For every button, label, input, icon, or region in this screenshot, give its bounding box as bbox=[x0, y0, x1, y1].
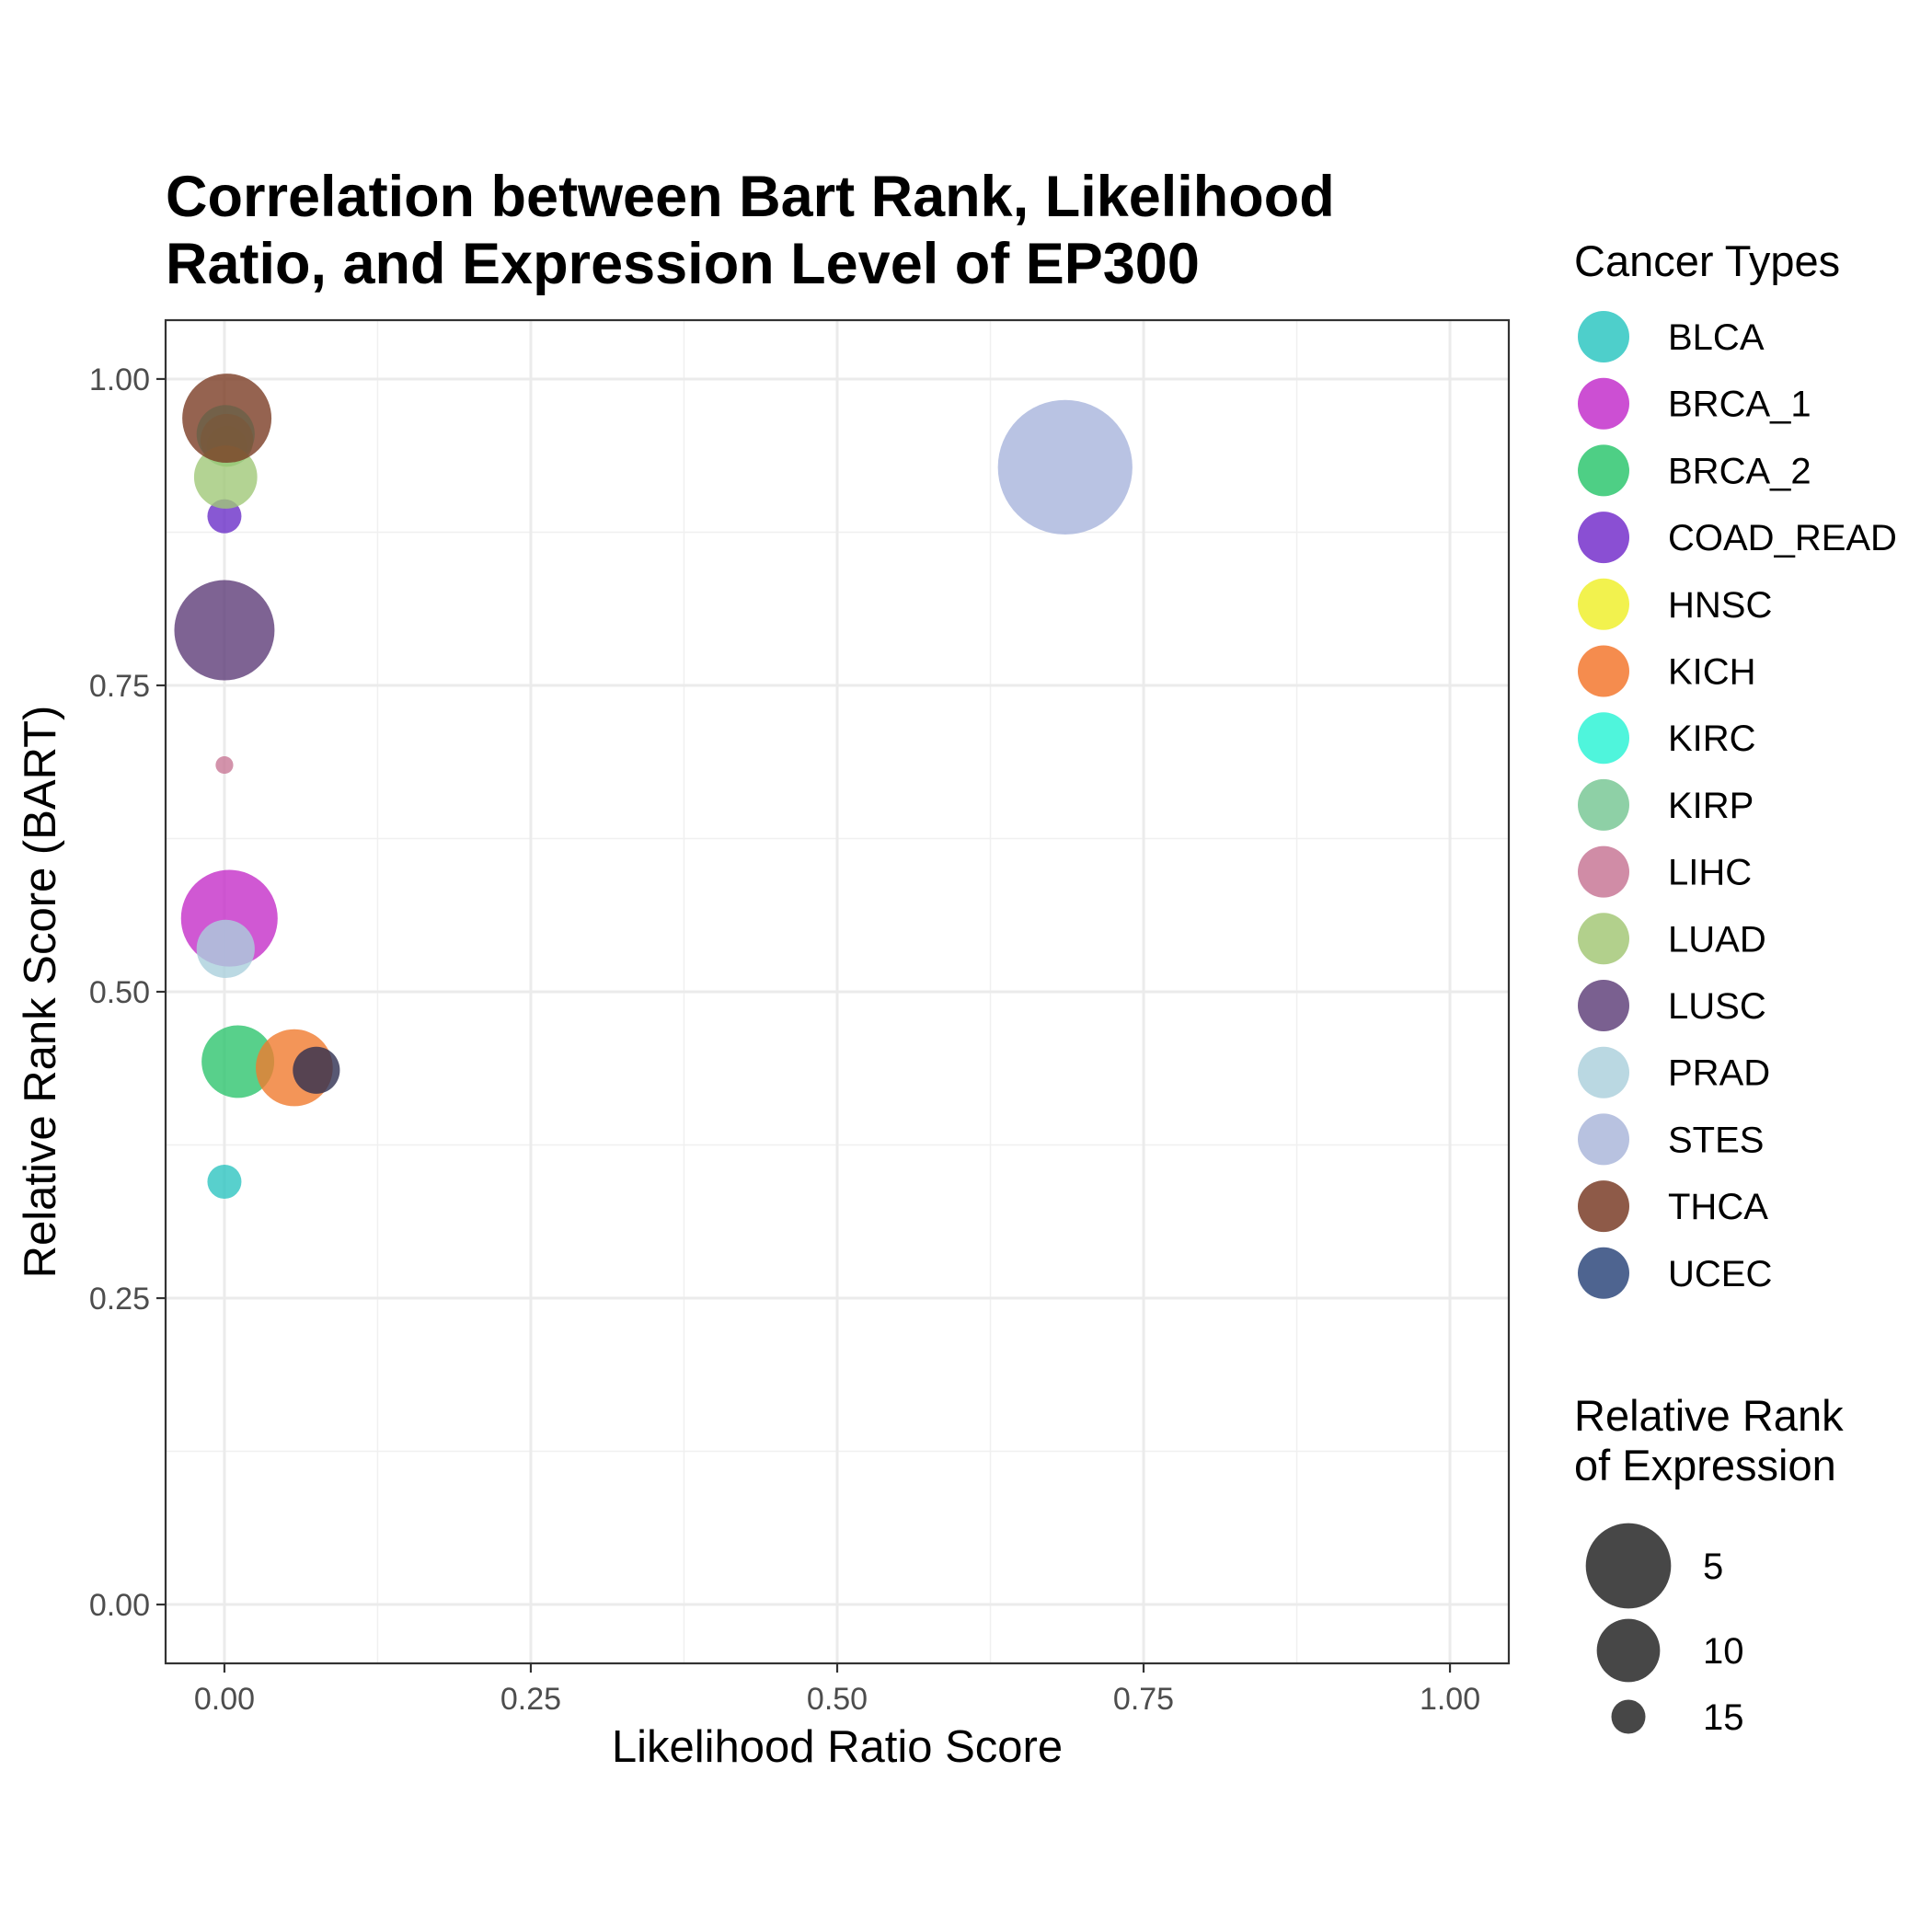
legend-label-lusc: LUSC bbox=[1668, 986, 1766, 1027]
size-legend-title-line-2: of Expression bbox=[1574, 1441, 1836, 1489]
size-key-10 bbox=[1596, 1618, 1661, 1683]
legend-label-stes: STES bbox=[1668, 1120, 1764, 1160]
x-tick-label: 1.00 bbox=[1420, 1682, 1480, 1717]
legend-key-blca bbox=[1578, 311, 1629, 362]
legend-key-stes bbox=[1578, 1113, 1629, 1166]
y-axis-ticks: 0.00 0.25 0.50 0.75 1.00 bbox=[89, 362, 166, 1623]
legend-label-brca-1: BRCA_1 bbox=[1668, 385, 1811, 425]
x-tick-label: 0.25 bbox=[500, 1682, 561, 1717]
data-points bbox=[174, 374, 1133, 1199]
legend-key-hnsc bbox=[1578, 578, 1629, 630]
legend-label-prad: PRAD bbox=[1668, 1053, 1770, 1094]
legend-key-luad bbox=[1578, 913, 1629, 965]
point-lihc bbox=[215, 755, 234, 775]
legend-key-thca bbox=[1578, 1180, 1629, 1233]
size-label-15: 15 bbox=[1703, 1697, 1744, 1738]
x-axis-ticks: 0.00 0.25 0.50 0.75 1.00 bbox=[194, 1663, 1480, 1717]
legend-label-blca: BLCA bbox=[1668, 317, 1765, 358]
legend-key-brca-2 bbox=[1578, 444, 1629, 497]
size-key-15 bbox=[1611, 1699, 1646, 1734]
legend-key-lusc bbox=[1578, 980, 1629, 1031]
point-luad bbox=[193, 445, 258, 509]
size-legend: 5 10 15 bbox=[1585, 1523, 1744, 1738]
legend-label-lihc: LIHC bbox=[1668, 853, 1752, 893]
chart-title-line-1: Correlation between Bart Rank, Likelihoo… bbox=[166, 165, 1335, 229]
size-legend-title-line-1: Relative Rank bbox=[1574, 1391, 1844, 1440]
legend-label-coad-read: COAD_READ bbox=[1668, 518, 1897, 558]
point-brca-2 bbox=[201, 1025, 275, 1098]
point-blca bbox=[207, 1164, 242, 1199]
point-lusc bbox=[174, 580, 275, 681]
legend-key-brca-1 bbox=[1578, 377, 1629, 430]
point-ucec bbox=[293, 1046, 340, 1094]
x-tick-label: 0.00 bbox=[194, 1682, 255, 1717]
y-tick-label: 1.00 bbox=[89, 362, 150, 397]
legend-label-thca: THCA bbox=[1668, 1187, 1768, 1227]
size-label-10: 10 bbox=[1703, 1631, 1744, 1672]
x-axis-title: Likelihood Ratio Score bbox=[612, 1722, 1063, 1772]
legend-label-kirp: KIRP bbox=[1668, 786, 1754, 826]
legend-key-lihc bbox=[1578, 845, 1629, 898]
legend-key-ucec bbox=[1578, 1247, 1629, 1299]
legend-label-ucec: UCEC bbox=[1668, 1254, 1772, 1294]
y-tick-label: 0.50 bbox=[89, 975, 150, 1010]
major-gridlines bbox=[166, 320, 1509, 1663]
legend-label-hnsc: HNSC bbox=[1668, 585, 1772, 626]
size-label-5: 5 bbox=[1703, 1547, 1723, 1587]
legend-key-kirc bbox=[1578, 712, 1629, 765]
size-key-5 bbox=[1585, 1523, 1672, 1609]
point-stes bbox=[997, 399, 1133, 535]
y-tick-label: 0.00 bbox=[89, 1588, 150, 1623]
legend-key-kirp bbox=[1578, 778, 1629, 831]
legend-key-coad-read bbox=[1578, 512, 1629, 564]
color-legend-title: Cancer Types bbox=[1574, 236, 1840, 285]
x-tick-label: 0.50 bbox=[807, 1682, 868, 1717]
color-legend: BLCA BRCA_1 BRCA_2 COAD_READ HNSC KICH KIRC KIR… bbox=[1578, 311, 1897, 1299]
point-thca bbox=[182, 374, 272, 464]
x-tick-label: 0.75 bbox=[1113, 1682, 1174, 1717]
legend-label-luad: LUAD bbox=[1668, 919, 1766, 960]
point-prad bbox=[196, 919, 255, 978]
chart-title-line-2: Ratio, and Expression Level of EP300 bbox=[166, 232, 1200, 296]
legend-label-kirc: KIRC bbox=[1668, 719, 1756, 759]
legend-key-kich bbox=[1578, 645, 1629, 697]
y-tick-label: 0.25 bbox=[89, 1282, 150, 1317]
y-tick-label: 0.75 bbox=[89, 669, 150, 704]
legend-label-kich: KICH bbox=[1668, 652, 1756, 693]
legend-label-brca-2: BRCA_2 bbox=[1668, 451, 1811, 491]
legend-key-prad bbox=[1578, 1046, 1629, 1098]
y-axis-title: Relative Rank Score (BART) bbox=[16, 706, 65, 1279]
